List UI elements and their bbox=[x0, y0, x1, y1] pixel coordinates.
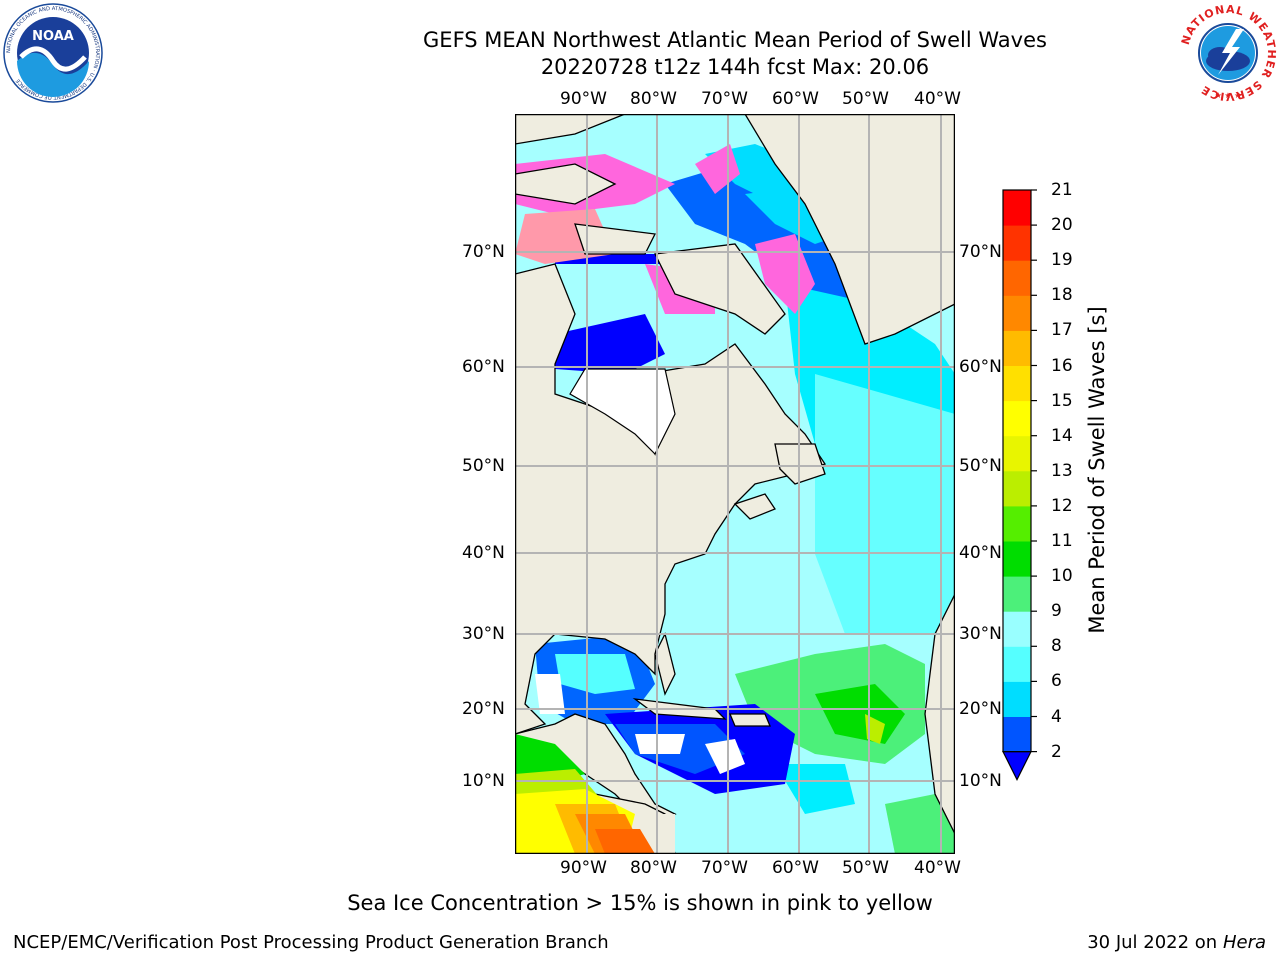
colorbar-tick-label: 20 bbox=[1051, 215, 1073, 236]
colorbar-tick-label: 17 bbox=[1051, 320, 1073, 341]
latitude-label: 20°N bbox=[462, 699, 505, 719]
colorbar-segment bbox=[1003, 470, 1031, 507]
colorbar-segment bbox=[1003, 260, 1031, 296]
colorbar-tick-label: 12 bbox=[1051, 495, 1073, 516]
latitude-label: 50°N bbox=[959, 456, 1002, 476]
colorbar-extend-arrow bbox=[1002, 751, 1032, 781]
sea-ice-caption: Sea Ice Concentration > 15% is shown in … bbox=[347, 891, 933, 915]
latitude-label: 10°N bbox=[959, 771, 1002, 791]
longitude-label: 50°W bbox=[842, 89, 889, 109]
colorbar-segment bbox=[1003, 716, 1031, 753]
chart-title: GEFS MEAN Northwest Atlantic Mean Period… bbox=[423, 28, 1047, 52]
colorbar-segment bbox=[1003, 505, 1031, 542]
colorbar-segment bbox=[1003, 400, 1031, 437]
latitude-label: 70°N bbox=[462, 242, 505, 262]
latitude-label: 60°N bbox=[959, 357, 1002, 377]
colorbar-segment bbox=[1003, 365, 1031, 402]
colorbar-segment bbox=[1003, 611, 1031, 647]
latitude-label: 10°N bbox=[462, 771, 505, 791]
longitude-label: 70°W bbox=[701, 858, 748, 878]
colorbar-tick-label: 4 bbox=[1051, 706, 1062, 727]
longitude-label: 80°W bbox=[630, 858, 677, 878]
colorbar-tick-label: 8 bbox=[1051, 636, 1062, 657]
longitude-label: 90°W bbox=[560, 89, 607, 109]
colorbar-tick-label: 15 bbox=[1051, 390, 1073, 411]
colorbar-tick-label: 18 bbox=[1051, 285, 1073, 306]
longitude-label: 60°W bbox=[772, 858, 819, 878]
latitude-label: 40°N bbox=[462, 543, 505, 563]
colorbar-segment bbox=[1003, 295, 1031, 331]
colorbar-tick-label: 21 bbox=[1051, 180, 1073, 200]
noaa-logo: NATIONAL OCEANIC AND ATMOSPHERIC ADMINIS… bbox=[3, 3, 103, 103]
colorbar-tick-label: 19 bbox=[1051, 250, 1073, 271]
colorbar-tick-label: 14 bbox=[1051, 425, 1073, 446]
latitude-label: 30°N bbox=[959, 624, 1002, 644]
noaa-logo-text: NOAA bbox=[32, 29, 74, 44]
latitude-label: 70°N bbox=[959, 242, 1002, 262]
graticule bbox=[515, 114, 955, 854]
longitude-label: 70°W bbox=[701, 89, 748, 109]
longitude-label: 60°W bbox=[772, 89, 819, 109]
longitude-label: 40°W bbox=[914, 89, 961, 109]
colorbar-segment bbox=[1003, 330, 1031, 366]
colorbar-tick-label: 11 bbox=[1051, 531, 1073, 551]
colorbar-segment bbox=[1003, 225, 1031, 261]
swell-period-field bbox=[515, 144, 955, 854]
colorbar-tick-label: 13 bbox=[1051, 460, 1073, 481]
chart-subtitle: 20220728 t12z 144h fcst Max: 20.06 bbox=[540, 55, 930, 79]
latitude-label: 40°N bbox=[959, 543, 1002, 563]
svg-text:★ ★ ★: ★ ★ ★ bbox=[1215, 91, 1242, 100]
footer-date-text: 30 Jul 2022 on bbox=[1087, 932, 1223, 953]
longitude-label: 90°W bbox=[560, 858, 607, 878]
colorbar-label: Mean Period of Swell Waves [s] bbox=[1085, 306, 1109, 634]
colorbar-tick-label: 16 bbox=[1051, 355, 1073, 376]
footer-date: 30 Jul 2022 on Hera bbox=[1087, 932, 1266, 954]
colorbar-segment bbox=[1003, 576, 1031, 612]
footer-machine: Hera bbox=[1222, 932, 1266, 953]
longitude-label: 40°W bbox=[914, 858, 961, 878]
latitude-label: 30°N bbox=[462, 624, 505, 644]
longitude-label: 50°W bbox=[842, 858, 889, 878]
latitude-label: 20°N bbox=[959, 699, 1002, 719]
map-panel bbox=[515, 114, 955, 854]
colorbar-tick-label: 9 bbox=[1051, 601, 1062, 622]
colorbar-segment bbox=[1003, 190, 1031, 226]
latitude-label: 60°N bbox=[462, 357, 505, 377]
colorbar-segment bbox=[1003, 681, 1031, 717]
colorbar-tick-label: 10 bbox=[1051, 566, 1073, 587]
colorbar-segment bbox=[1003, 435, 1031, 472]
footer-branch: NCEP/EMC/Verification Post Processing Pr… bbox=[13, 932, 609, 953]
colorbar bbox=[1002, 189, 1037, 781]
longitude-label: 80°W bbox=[630, 89, 677, 109]
colorbar-tick-label: 2 bbox=[1051, 741, 1062, 762]
south-america-swell bbox=[515, 734, 675, 854]
colorbar-segment bbox=[1003, 541, 1031, 577]
nws-logo: NATIONAL WEATHER SERVICE ★ ★ ★ bbox=[1179, 3, 1277, 103]
colorbar-segment bbox=[1003, 646, 1031, 682]
latitude-label: 50°N bbox=[462, 456, 505, 476]
colorbar-tick-label: 6 bbox=[1051, 671, 1062, 692]
